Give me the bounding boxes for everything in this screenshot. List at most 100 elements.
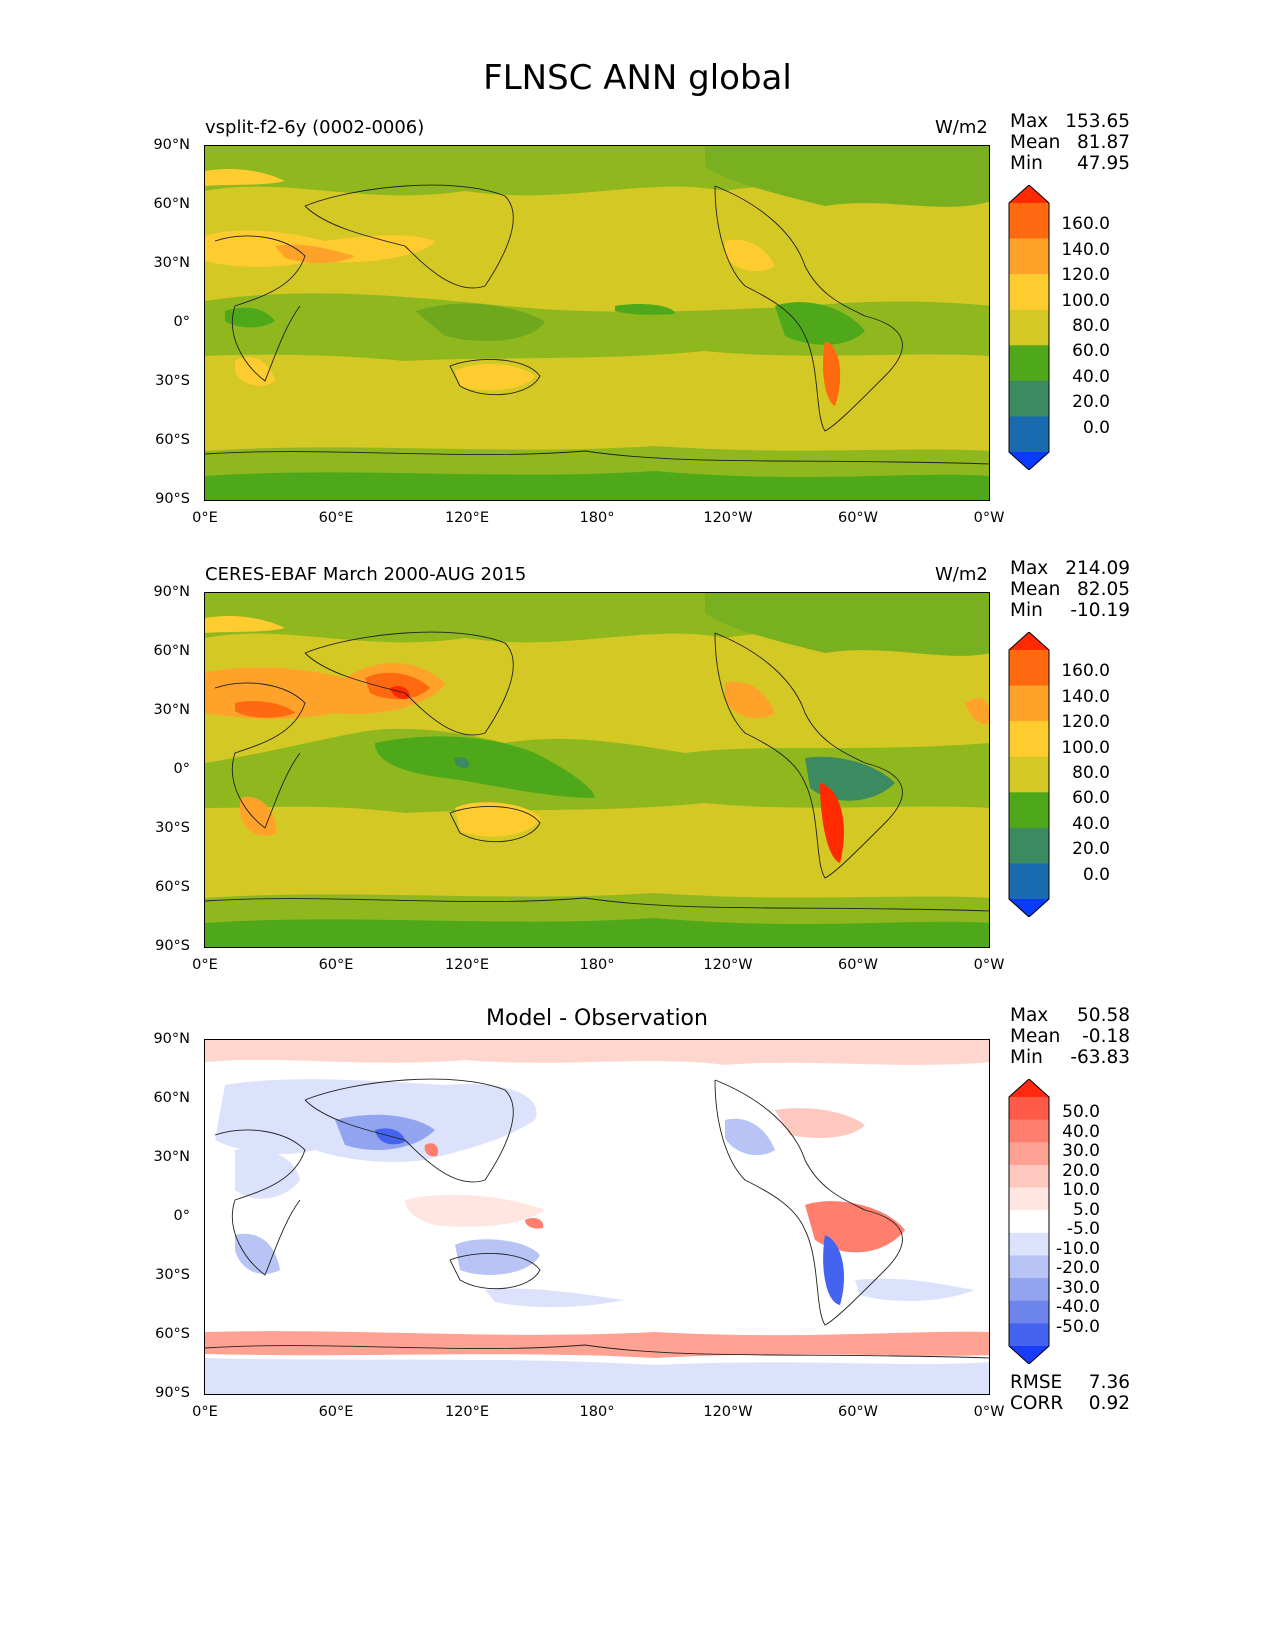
colorbar-segment [1009,1097,1049,1121]
colorbar-label: 140.0 [1061,240,1110,260]
x-tick: 0°W [973,957,1005,973]
x-tick: 180° [579,1404,615,1420]
colorbar-extension-top [1009,1079,1049,1097]
y-tick: 30°S [155,820,190,836]
y-tick: 60°N [153,643,190,659]
y-tick: 60°N [153,196,190,212]
map-plot [204,1039,990,1395]
x-tick: 60°W [837,1404,879,1420]
corr-value: 0.92 [1088,1393,1130,1414]
colorbar-label: 20.0 [1072,392,1110,412]
stat-value: 47.95 [1077,153,1130,174]
x-tick: 120°W [703,1404,753,1420]
stat-label: Min [1010,153,1043,174]
panel-units: W/m2 [935,117,988,138]
colorbar-segment [1009,1300,1049,1324]
colorbar-label: 20.0 [1072,839,1110,859]
colorbar-segment [1009,345,1049,382]
y-tick: 60°S [155,432,190,448]
stat-label: Max [1010,558,1049,579]
colorbar-segment [1009,721,1049,758]
stat-value: 153.65 [1065,111,1130,132]
colorbar-extension-bottom [1009,452,1049,470]
colorbar-outline [1008,185,1050,470]
y-tick: 0° [173,314,190,330]
colorbar-segment [1009,380,1049,417]
colorbar-label: -50.0 [1056,1317,1100,1337]
colorbar-label: 120.0 [1061,265,1110,285]
colorbar-label: 140.0 [1061,687,1110,707]
colorbar-label: 160.0 [1061,214,1110,234]
colorbar [1008,185,1050,470]
stat-value: -10.19 [1070,600,1130,621]
colorbar-segment [1009,1210,1049,1234]
map-field [205,1040,989,1394]
map-field [205,593,989,947]
colorbar-outline [1008,632,1050,917]
colorbar-segment [1009,274,1049,311]
panel-title: vsplit-f2-6y (0002-0006) [205,117,425,138]
colorbar-label: 100.0 [1061,738,1110,758]
colorbar-label: 50.0 [1062,1102,1100,1122]
y-tick: 90°N [153,137,190,153]
x-tick: 120°W [703,957,753,973]
colorbar-label: -20.0 [1056,1258,1100,1278]
colorbar-segment [1009,1187,1049,1211]
x-tick: 0°W [973,1404,1005,1420]
colorbar-label: 5.0 [1072,1200,1100,1220]
y-tick: 30°S [155,373,190,389]
x-tick: 60°E [318,1404,354,1420]
stat-value: 214.09 [1065,558,1130,579]
x-tick: 60°E [318,957,354,973]
y-tick: 90°S [155,491,190,507]
colorbar-label: 80.0 [1072,316,1110,336]
colorbar-label: -30.0 [1056,1278,1100,1298]
panel-title: Model - Observation [486,1006,708,1031]
colorbar-segment [1009,1255,1049,1279]
colorbar-segment [1009,685,1049,722]
y-tick: 90°S [155,1385,190,1401]
rmse-value: 7.36 [1088,1372,1130,1393]
stat-value: 50.58 [1077,1005,1130,1026]
y-tick: 90°N [153,584,190,600]
x-tick: 60°W [837,510,879,526]
colorbar-segment [1009,1142,1049,1166]
colorbar-extension-top [1009,185,1049,203]
y-tick: 0° [173,761,190,777]
map-plot [204,592,990,948]
colorbar-segment [1009,1232,1049,1256]
colorbar-label: 20.0 [1062,1161,1100,1181]
map-plot [204,145,990,501]
colorbar-segment [1009,1164,1049,1189]
x-tick: 0°E [192,957,218,973]
x-tick: 60°E [318,510,354,526]
y-tick: 30°S [155,1267,190,1283]
map-field [205,146,989,500]
colorbar-segment [1009,1278,1049,1302]
colorbar-label: -10.0 [1056,1239,1100,1259]
x-tick: 0°E [192,1404,218,1420]
y-tick: 60°N [153,1090,190,1106]
colorbar-extension-top [1009,632,1049,650]
colorbar-segment [1009,863,1049,900]
y-tick: 30°N [153,255,190,271]
stat-value: 81.87 [1077,132,1130,153]
colorbar-outline [1008,1079,1050,1364]
stat-value: -0.18 [1082,1026,1130,1047]
stat-label: Mean [1010,579,1061,600]
y-tick: 60°S [155,1326,190,1342]
panel-title: CERES-EBAF March 2000-AUG 2015 [205,564,527,585]
x-tick: 180° [579,510,615,526]
y-tick: 60°S [155,879,190,895]
x-tick: 180° [579,957,615,973]
stat-label: Min [1010,1047,1043,1068]
stat-label: Min [1010,600,1043,621]
stat-value: 82.05 [1077,579,1130,600]
stat-label: Mean [1010,1026,1061,1047]
colorbar [1008,1079,1050,1364]
x-tick: 120°E [444,957,490,973]
x-tick: 0°E [192,510,218,526]
colorbar-label: 100.0 [1061,291,1110,311]
colorbar-label: 0.0 [1082,418,1110,438]
figure-title: FLNSC ANN global [483,58,792,98]
